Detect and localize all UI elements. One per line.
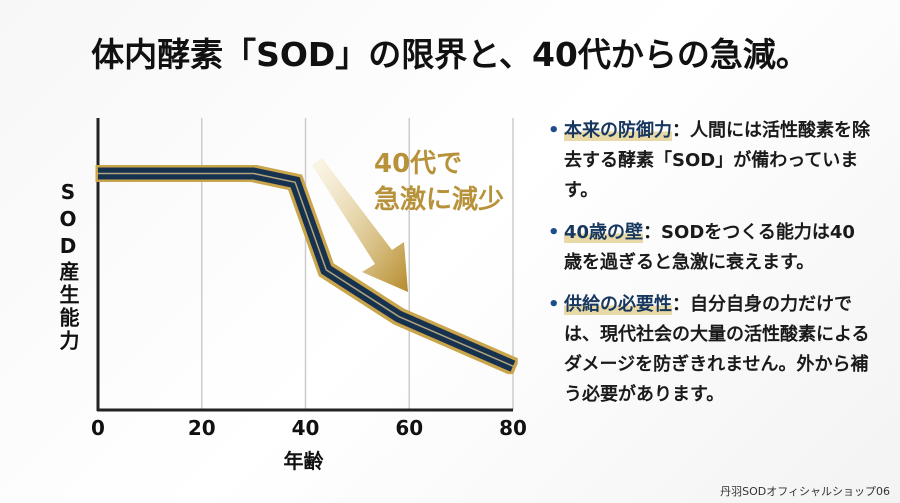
notes: • 本来の防御力：人間には活性酸素を除去する酵素「SOD」が備わっています。 • 40… <box>548 116 870 410</box>
x-tick-label: 60 <box>395 416 423 440</box>
annotation: 40代で <box>374 149 462 179</box>
note-term: 供給の必要性 <box>564 294 672 315</box>
x-tick-label: 0 <box>91 416 105 440</box>
bullet: • <box>548 120 560 141</box>
note: • 本来の防御力：人間には活性酸素を除去する酵素「SOD」が備わっています。 <box>548 116 870 206</box>
x-tick-label: 20 <box>188 416 216 440</box>
footer: 丹羽SODオフィシャルショップ06 <box>720 485 890 498</box>
note-term: 40歳の壁 <box>564 222 644 243</box>
note-body: 供給の必要性：自分自身の力だけでは、現代社会の大量の活性酸素によるダメージを防ぎ… <box>564 290 870 410</box>
x-axis-label: 年齢 <box>284 449 325 473</box>
note-term: 本来の防御力 <box>564 120 672 141</box>
note-body: 本来の防御力：人間には活性酸素を除去する酵素「SOD」が備わっています。 <box>564 116 870 206</box>
y-axis-label: SOD産生能力 <box>56 180 80 353</box>
annotation: 急激に減少 <box>374 184 504 215</box>
note-text: ：人間には活性酸素を除去する酵素「SOD」が備わっています。 <box>564 120 870 201</box>
note-body: 40歳の壁：SODをつくる能力は40歳を過ぎると急激に衰えます。 <box>564 218 870 278</box>
x-tick-label: 40 <box>292 416 320 440</box>
note-text: ：SODをつくる能力は40歳を過ぎると急激に衰えます。 <box>564 222 855 273</box>
note: • 40歳の壁：SODをつくる能力は40歳を過ぎると急激に衰えます。 <box>548 218 870 278</box>
note-text: ：自分自身の力だけでは、現代社会の大量の活性酸素によるダメージを防ぎきれません。… <box>564 294 870 405</box>
bullet: • <box>548 294 560 315</box>
bullet: • <box>548 222 560 243</box>
note: • 供給の必要性：自分自身の力だけでは、現代社会の大量の活性酸素によるダメージを防… <box>548 290 870 410</box>
annotation-arrow <box>312 158 408 292</box>
line-highlight <box>98 172 514 367</box>
x-tick-label: 80 <box>499 416 527 440</box>
title: 体内酵素「SOD」の限界と、40代からの急減。 <box>91 35 809 74</box>
